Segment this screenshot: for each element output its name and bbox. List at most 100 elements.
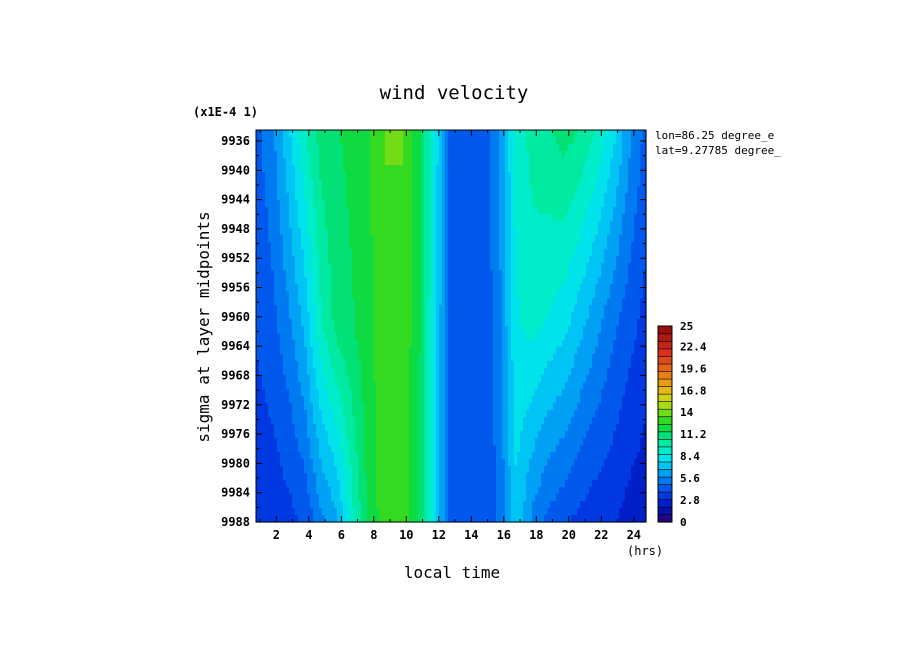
- heatmap-cell: [373, 354, 377, 362]
- heatmap-cell: [337, 193, 341, 201]
- heatmap-cell: [457, 375, 461, 383]
- heatmap-cell: [265, 298, 269, 306]
- heatmap-cell: [403, 333, 407, 341]
- heatmap-cell: [385, 354, 389, 362]
- heatmap-cell: [442, 361, 446, 369]
- heatmap-cell: [262, 312, 266, 320]
- heatmap-cell: [307, 228, 311, 236]
- heatmap-cell: [469, 368, 473, 376]
- heatmap-cell: [337, 130, 341, 138]
- heatmap-cell: [499, 312, 503, 320]
- heatmap-cell: [286, 158, 290, 166]
- heatmap-cell: [535, 144, 539, 152]
- heatmap-cell: [628, 137, 632, 145]
- heatmap-cell: [397, 298, 401, 306]
- heatmap-cell: [484, 291, 488, 299]
- heatmap-cell: [274, 165, 278, 173]
- heatmap-cell: [493, 368, 497, 376]
- heatmap-cell: [340, 165, 344, 173]
- heatmap-cell: [382, 249, 386, 257]
- heatmap-cell: [283, 172, 287, 180]
- heatmap-cell: [460, 200, 464, 208]
- heatmap-cell: [622, 193, 626, 201]
- heatmap-cell: [421, 165, 425, 173]
- heatmap-cell: [574, 312, 578, 320]
- heatmap-cell: [472, 256, 476, 264]
- heatmap-cell: [319, 368, 323, 376]
- heatmap-cell: [343, 242, 347, 250]
- heatmap-cell: [481, 151, 485, 159]
- heatmap-cell: [439, 144, 443, 152]
- heatmap-cell: [607, 186, 611, 194]
- heatmap-cell: [283, 235, 287, 243]
- heatmap-cell: [361, 158, 365, 166]
- heatmap-cell: [586, 214, 590, 222]
- heatmap-cell: [487, 312, 491, 320]
- heatmap-cell: [547, 354, 551, 362]
- heatmap-cell: [358, 354, 362, 362]
- heatmap-cell: [307, 186, 311, 194]
- heatmap-cell: [352, 389, 356, 397]
- heatmap-cell: [406, 340, 410, 348]
- heatmap-cell: [424, 228, 428, 236]
- heatmap-cell: [514, 284, 518, 292]
- heatmap-cell: [406, 165, 410, 173]
- heatmap-cell: [394, 270, 398, 278]
- heatmap-cell: [406, 319, 410, 327]
- heatmap-cell: [523, 193, 527, 201]
- y-scale-note: (x1E-4 1): [193, 105, 258, 119]
- heatmap-cell: [406, 242, 410, 250]
- heatmap-cell: [532, 354, 536, 362]
- heatmap-cell: [541, 270, 545, 278]
- heatmap-cell: [280, 242, 284, 250]
- heatmap-cell: [340, 263, 344, 271]
- heatmap-cell: [472, 354, 476, 362]
- heatmap-cell: [493, 298, 497, 306]
- heatmap-cell: [478, 298, 482, 306]
- heatmap-cell: [538, 207, 542, 215]
- heatmap-cell: [427, 368, 431, 376]
- heatmap-cell: [550, 263, 554, 271]
- heatmap-cell: [427, 144, 431, 152]
- heatmap-cell: [424, 389, 428, 397]
- heatmap-cell: [382, 382, 386, 390]
- heatmap-cell: [274, 347, 278, 355]
- heatmap-cell: [586, 326, 590, 334]
- heatmap-cell: [640, 235, 644, 243]
- heatmap-cell: [526, 151, 530, 159]
- heatmap-cell: [361, 137, 365, 145]
- heatmap-cell: [268, 172, 272, 180]
- heatmap-cell: [400, 319, 404, 327]
- heatmap-cell: [268, 319, 272, 327]
- heatmap-cell: [256, 228, 260, 236]
- heatmap-cell: [607, 263, 611, 271]
- heatmap-cell: [418, 137, 422, 145]
- heatmap-cell: [631, 284, 635, 292]
- heatmap-cell: [622, 284, 626, 292]
- heatmap-cell: [274, 242, 278, 250]
- heatmap-cell: [571, 179, 575, 187]
- heatmap-cell: [472, 319, 476, 327]
- heatmap-cell: [529, 319, 533, 327]
- heatmap-cell: [403, 270, 407, 278]
- heatmap-cell: [595, 165, 599, 173]
- heatmap-cell: [577, 158, 581, 166]
- heatmap-cell: [514, 235, 518, 243]
- heatmap-cell: [502, 375, 506, 383]
- heatmap-cell: [262, 382, 266, 390]
- heatmap-cell: [631, 256, 635, 264]
- heatmap-cell: [391, 228, 395, 236]
- heatmap-cell: [592, 354, 596, 362]
- heatmap-cell: [283, 270, 287, 278]
- heatmap-cell: [547, 158, 551, 166]
- heatmap-cell: [436, 284, 440, 292]
- heatmap-cell: [310, 389, 314, 397]
- heatmap-cell: [313, 214, 317, 222]
- heatmap-cell: [520, 270, 524, 278]
- heatmap-cell: [493, 326, 497, 334]
- heatmap-cell: [265, 284, 269, 292]
- heatmap-cell: [382, 256, 386, 264]
- heatmap-cell: [292, 242, 296, 250]
- heatmap-cell: [604, 368, 608, 376]
- heatmap-cell: [490, 179, 494, 187]
